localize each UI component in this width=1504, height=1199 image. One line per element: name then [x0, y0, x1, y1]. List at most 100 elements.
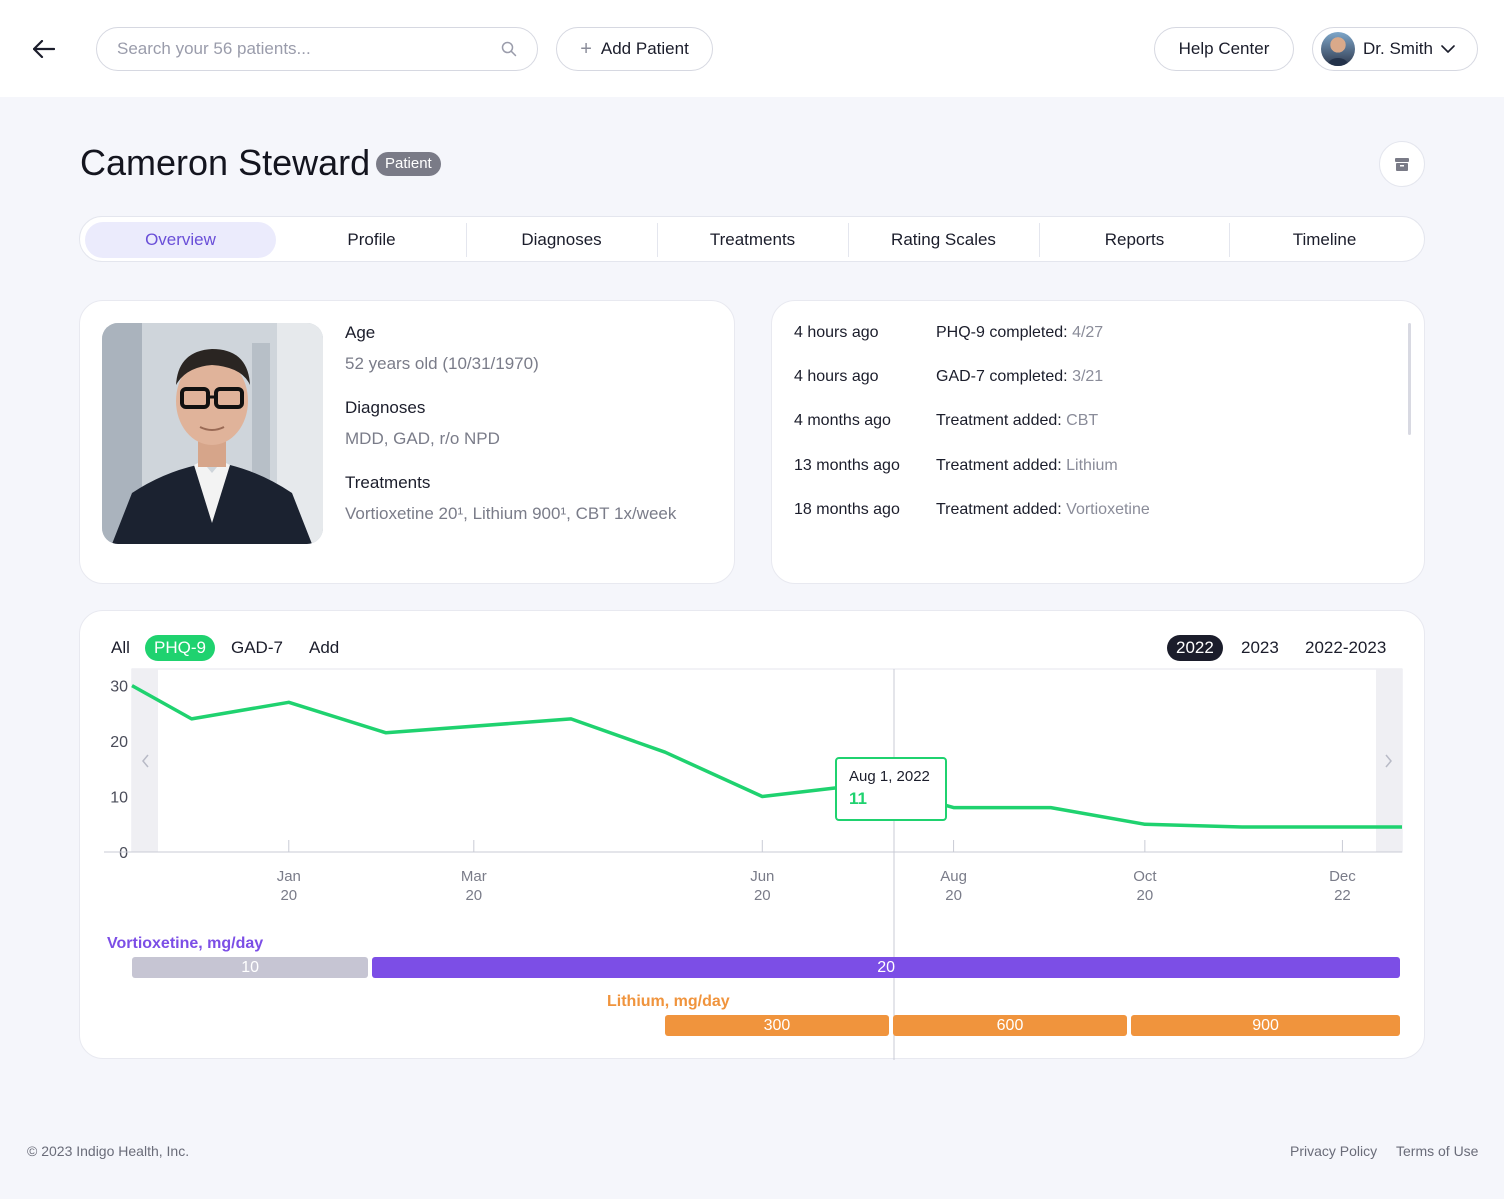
patient-info-card: Age 52 years old (10/31/1970) Diagnoses … [79, 300, 735, 584]
user-avatar [1321, 32, 1355, 66]
activity-value: Lithium [1066, 457, 1118, 474]
top-bar: + Add Patient Help Center Dr. Smith [0, 0, 1504, 97]
privacy-policy-link[interactable]: Privacy Policy [1290, 1143, 1378, 1159]
year-2022[interactable]: 2022 [1167, 635, 1223, 661]
y-tick-label: 30 [110, 679, 128, 696]
plot-area [131, 668, 1403, 853]
x-tick-label: 22 [1334, 887, 1351, 904]
activity-item[interactable]: Treatment added: Vortioxetine [936, 501, 1150, 519]
x-tick-label: Dec [1329, 868, 1356, 885]
y-tick-label: 10 [110, 790, 128, 807]
year-2023[interactable]: 2023 [1241, 638, 1279, 657]
patient-badge: Patient [376, 152, 441, 176]
add-patient-label: Add Patient [600, 39, 689, 58]
medication-title: Lithium, mg/day [607, 993, 730, 1010]
filter-all[interactable]: All [111, 638, 130, 657]
rating-scale-chart-card: All PHQ-9 GAD-7 Add 2022 2023 2022-2023 … [79, 610, 1425, 1060]
chevron-down-icon [1441, 45, 1455, 53]
diagnoses-label: Diagnoses [345, 398, 426, 417]
tab-divider [848, 223, 849, 257]
diagnoses-value: MDD, GAD, r/o NPD [345, 429, 500, 448]
filter-add[interactable]: Add [309, 638, 340, 657]
search-bar[interactable] [96, 27, 538, 71]
activity-item[interactable]: Treatment added: CBT [936, 412, 1098, 430]
activity-scrollbar[interactable] [1408, 323, 1411, 435]
filter-gad7[interactable]: GAD-7 [231, 638, 283, 657]
tab-divider [1229, 223, 1230, 257]
activity-time: 4 hours ago [794, 368, 879, 385]
x-tick-label: 20 [754, 887, 771, 904]
tab-divider [1039, 223, 1040, 257]
x-tick-label: 20 [465, 887, 482, 904]
year-2022-2023[interactable]: 2022-2023 [1305, 638, 1387, 657]
tab-divider [657, 223, 658, 257]
back-arrow-icon[interactable] [28, 33, 60, 65]
x-tick-label: Jan [277, 868, 301, 885]
help-center-label: Help Center [1178, 39, 1270, 58]
help-center-button[interactable]: Help Center [1154, 27, 1294, 71]
chevron-right-icon [1385, 754, 1392, 768]
activity-value: Vortioxetine [1066, 501, 1150, 518]
tab-overview[interactable]: Overview [85, 222, 276, 258]
x-tick-label: 20 [280, 887, 297, 904]
medication-dose-bar[interactable]: 600 [892, 1015, 1128, 1036]
user-menu-button[interactable]: Dr. Smith [1312, 27, 1478, 71]
recent-activity-card: 4 hours ago PHQ-9 completed: 4/27 4 hour… [771, 300, 1425, 584]
y-tick-label: 0 [119, 845, 128, 862]
activity-value: 3/21 [1072, 368, 1104, 385]
x-tick-label: Jun [750, 868, 774, 885]
tab-bar: Overview Profile Diagnoses Treatments Ra… [79, 216, 1425, 262]
treatments-label: Treatments [345, 473, 431, 492]
tab-divider [466, 223, 467, 257]
terms-of-use-link[interactable]: Terms of Use [1396, 1143, 1479, 1159]
activity-label: Treatment added: [936, 457, 1062, 474]
tab-reports[interactable]: Reports [1104, 230, 1165, 249]
tab-rating-scales[interactable]: Rating Scales [891, 230, 996, 249]
activity-time: 4 hours ago [794, 324, 879, 341]
y-tick-label: 20 [110, 734, 128, 751]
tab-treatments[interactable]: Treatments [709, 230, 796, 249]
x-tick-label: Aug [940, 868, 967, 885]
tooltip-date: Aug 1, 2022 [849, 768, 930, 785]
x-tick-label: Oct [1133, 868, 1157, 885]
add-patient-button[interactable]: + Add Patient [556, 27, 713, 71]
activity-value: CBT [1066, 412, 1099, 429]
medication-dose-bar[interactable]: 300 [665, 1015, 889, 1036]
activity-label: PHQ-9 completed: [936, 324, 1068, 341]
footer-copyright: © 2023 Indigo Health, Inc. [27, 1143, 190, 1159]
search-input[interactable] [117, 28, 487, 70]
activity-item[interactable]: Treatment added: Lithium [936, 457, 1118, 475]
activity-time: 18 months ago [794, 501, 900, 518]
pan-right-zone [1376, 669, 1402, 852]
activity-item[interactable]: PHQ-9 completed: 4/27 [936, 324, 1103, 342]
search-icon [501, 41, 517, 57]
patient-photo [102, 323, 323, 544]
medication-dose-bar[interactable]: 20 [372, 957, 1400, 978]
treatments-value: Vortioxetine 20¹, Lithium 900¹, CBT 1x/w… [345, 504, 677, 523]
activity-value: 4/27 [1072, 324, 1104, 341]
medication-dose-bar[interactable]: 900 [1131, 1015, 1400, 1036]
tab-diagnoses[interactable]: Diagnoses [521, 230, 602, 249]
plus-icon: + [580, 38, 592, 60]
x-tick-label: 20 [1137, 887, 1154, 904]
medication-title: Vortioxetine, mg/day [107, 935, 264, 952]
x-tick-label: Mar [461, 868, 487, 885]
chevron-left-icon [142, 754, 149, 768]
activity-label: GAD-7 completed: [936, 368, 1068, 385]
archive-icon [1395, 157, 1409, 171]
user-name: Dr. Smith [1363, 39, 1433, 58]
tab-timeline[interactable]: Timeline [1292, 230, 1357, 249]
age-value: 52 years old (10/31/1970) [345, 354, 539, 373]
x-tick-label: 20 [945, 887, 962, 904]
activity-time: 4 months ago [794, 412, 891, 429]
medication-dose-bar[interactable]: 10 [132, 957, 369, 978]
tooltip-value: 11 [849, 789, 867, 808]
activity-time: 13 months ago [794, 457, 900, 474]
activity-item[interactable]: GAD-7 completed: 3/21 [936, 368, 1103, 386]
activity-label: Treatment added: [936, 412, 1062, 429]
tab-profile[interactable]: Profile [347, 230, 396, 249]
filter-phq9[interactable]: PHQ-9 [145, 635, 215, 661]
chart-tooltip: Aug 1, 2022 11 [835, 757, 947, 821]
archive-button[interactable] [1379, 141, 1425, 187]
